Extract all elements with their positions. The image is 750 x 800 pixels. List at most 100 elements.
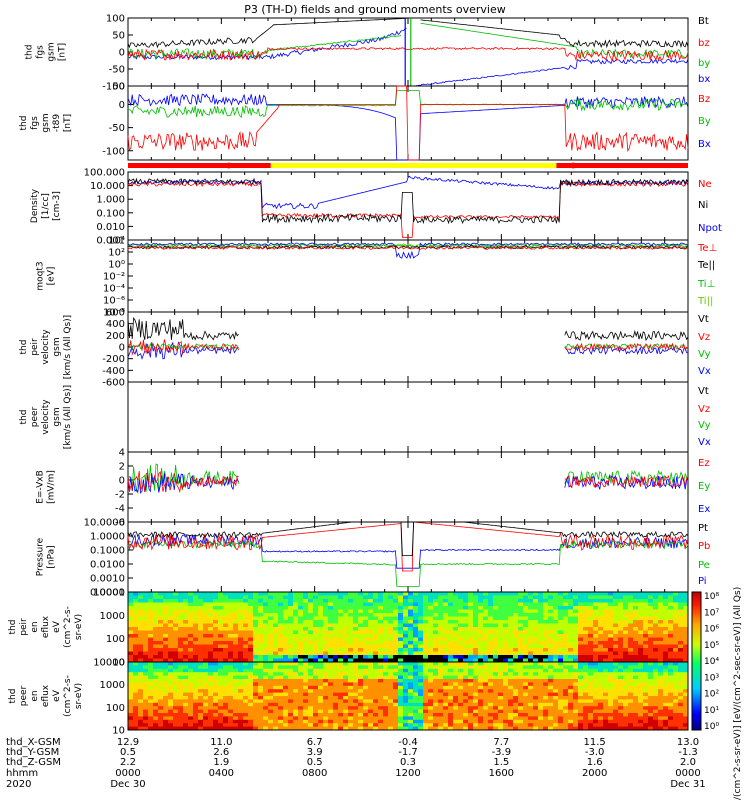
spectrogram-cell [373,672,379,677]
spectrogram-cell [593,672,599,677]
spectrogram-cell [198,665,204,670]
spectrogram-cell [218,668,224,673]
spectrogram-cell [473,672,479,677]
spectrogram-cell [263,623,269,628]
ylabel-line: -t89 [52,114,62,133]
spectrogram-cell [153,692,159,697]
spectrogram-cell [398,668,404,673]
spectrogram-cell [373,606,379,610]
spectrogram-cell [443,658,449,663]
spectrogram-cell [683,602,689,607]
spectrogram-cell [413,696,419,700]
spectrogram-cell [268,706,274,711]
spectrogram-cell [613,651,619,656]
spectrogram-cell [183,672,189,677]
spectrogram-cell [403,623,409,628]
spectrogram-cell [373,641,379,645]
ytick-label: 100 [106,703,125,714]
spectrogram-cell [463,641,469,645]
spectrogram-cell [428,675,434,680]
spectrogram-cell [323,696,329,700]
spectrogram-cell [223,675,229,680]
spectrogram-cell [483,595,489,600]
spectrogram-cell [308,658,314,663]
spectrogram-cell [573,682,579,687]
spectrogram-cell [573,602,579,607]
spectrogram-cell [283,658,289,663]
spectrogram-cell [173,716,179,721]
spectrogram-cell [148,644,154,649]
spectrogram-cell [543,637,549,642]
spectrogram-cell [143,706,149,711]
spectrogram-cell [248,616,254,621]
spectrogram-cell [223,606,229,610]
spectrogram-cell [598,689,604,694]
spectrogram-cell [463,655,469,659]
spectrogram-cell [293,627,299,631]
spectrogram-cell [333,702,339,707]
spectrogram-cell [468,651,474,656]
spectrogram-cell [178,651,184,656]
spectrogram-cell [533,606,539,610]
spectrogram-cell [563,685,569,690]
spectrogram-cell [423,699,429,704]
spectrogram-cell [143,644,149,649]
spectrogram-cell [133,706,139,711]
spectrogram-cell [523,706,529,711]
spectrogram-cell [393,644,399,649]
spectrogram-cell [633,665,639,670]
spectrogram-cell [523,595,529,600]
spectrogram-cell [623,630,629,635]
spectrogram-cell [133,702,139,707]
ytick-label: 4 [119,448,125,459]
spectrogram-cell [608,599,614,603]
spectrogram-cell [483,696,489,700]
spectrogram-cell [563,689,569,694]
spectrogram-cell [313,651,319,656]
spectrogram-cell [363,606,369,610]
spectrogram-cell [373,692,379,697]
spectrogram-cell [243,706,249,711]
spectrogram-cell [403,696,409,700]
spectrogram-cell [273,668,279,673]
spectrogram-cell [138,665,144,670]
spectrogram-cell [223,655,229,659]
spectrogram-cell [503,699,509,704]
spectrogram-cell [148,706,154,711]
spectrogram-cell [133,668,139,673]
spectrogram-cell [598,702,604,707]
spectrogram-cell [193,682,199,687]
spectrogram-cell [253,723,259,728]
spectrogram-cell [458,662,464,666]
spectrogram-cell [258,682,264,687]
spectrogram-cell [138,627,144,631]
ylabel-line: sr-eV) [74,614,84,640]
legend-ti: Ti⊥ [697,279,715,290]
spectrogram-cell [178,616,184,621]
spectrogram-cell [548,634,554,638]
spectrogram-cell [503,668,509,673]
spectrogram-cell [588,592,594,596]
spectrogram-cell [528,616,534,621]
spectrogram-cell [623,623,629,628]
spectrogram-cell [348,665,354,670]
spectrogram-cell [268,641,274,645]
spectrogram-cell [163,685,169,690]
spectrogram-cell [578,620,584,624]
spectrogram-cell [303,616,309,621]
spectrogram-cell [223,599,229,603]
spectrogram-cell [253,602,259,607]
spectrogram-cell [468,630,474,635]
spectrogram-cell [643,630,649,635]
spectrogram-cell [478,599,484,603]
spectrogram-cell [133,709,139,714]
spectrogram-cell [538,606,544,610]
spectrogram-cell [418,634,424,638]
spectrogram-cell [428,719,434,724]
spectrogram-cell [468,709,474,714]
spectrogram-cell [218,620,224,624]
spectrogram-cell [518,699,524,704]
series-bz [127,85,689,161]
spectrogram-cell [383,689,389,694]
spectrogram-cell [633,651,639,656]
